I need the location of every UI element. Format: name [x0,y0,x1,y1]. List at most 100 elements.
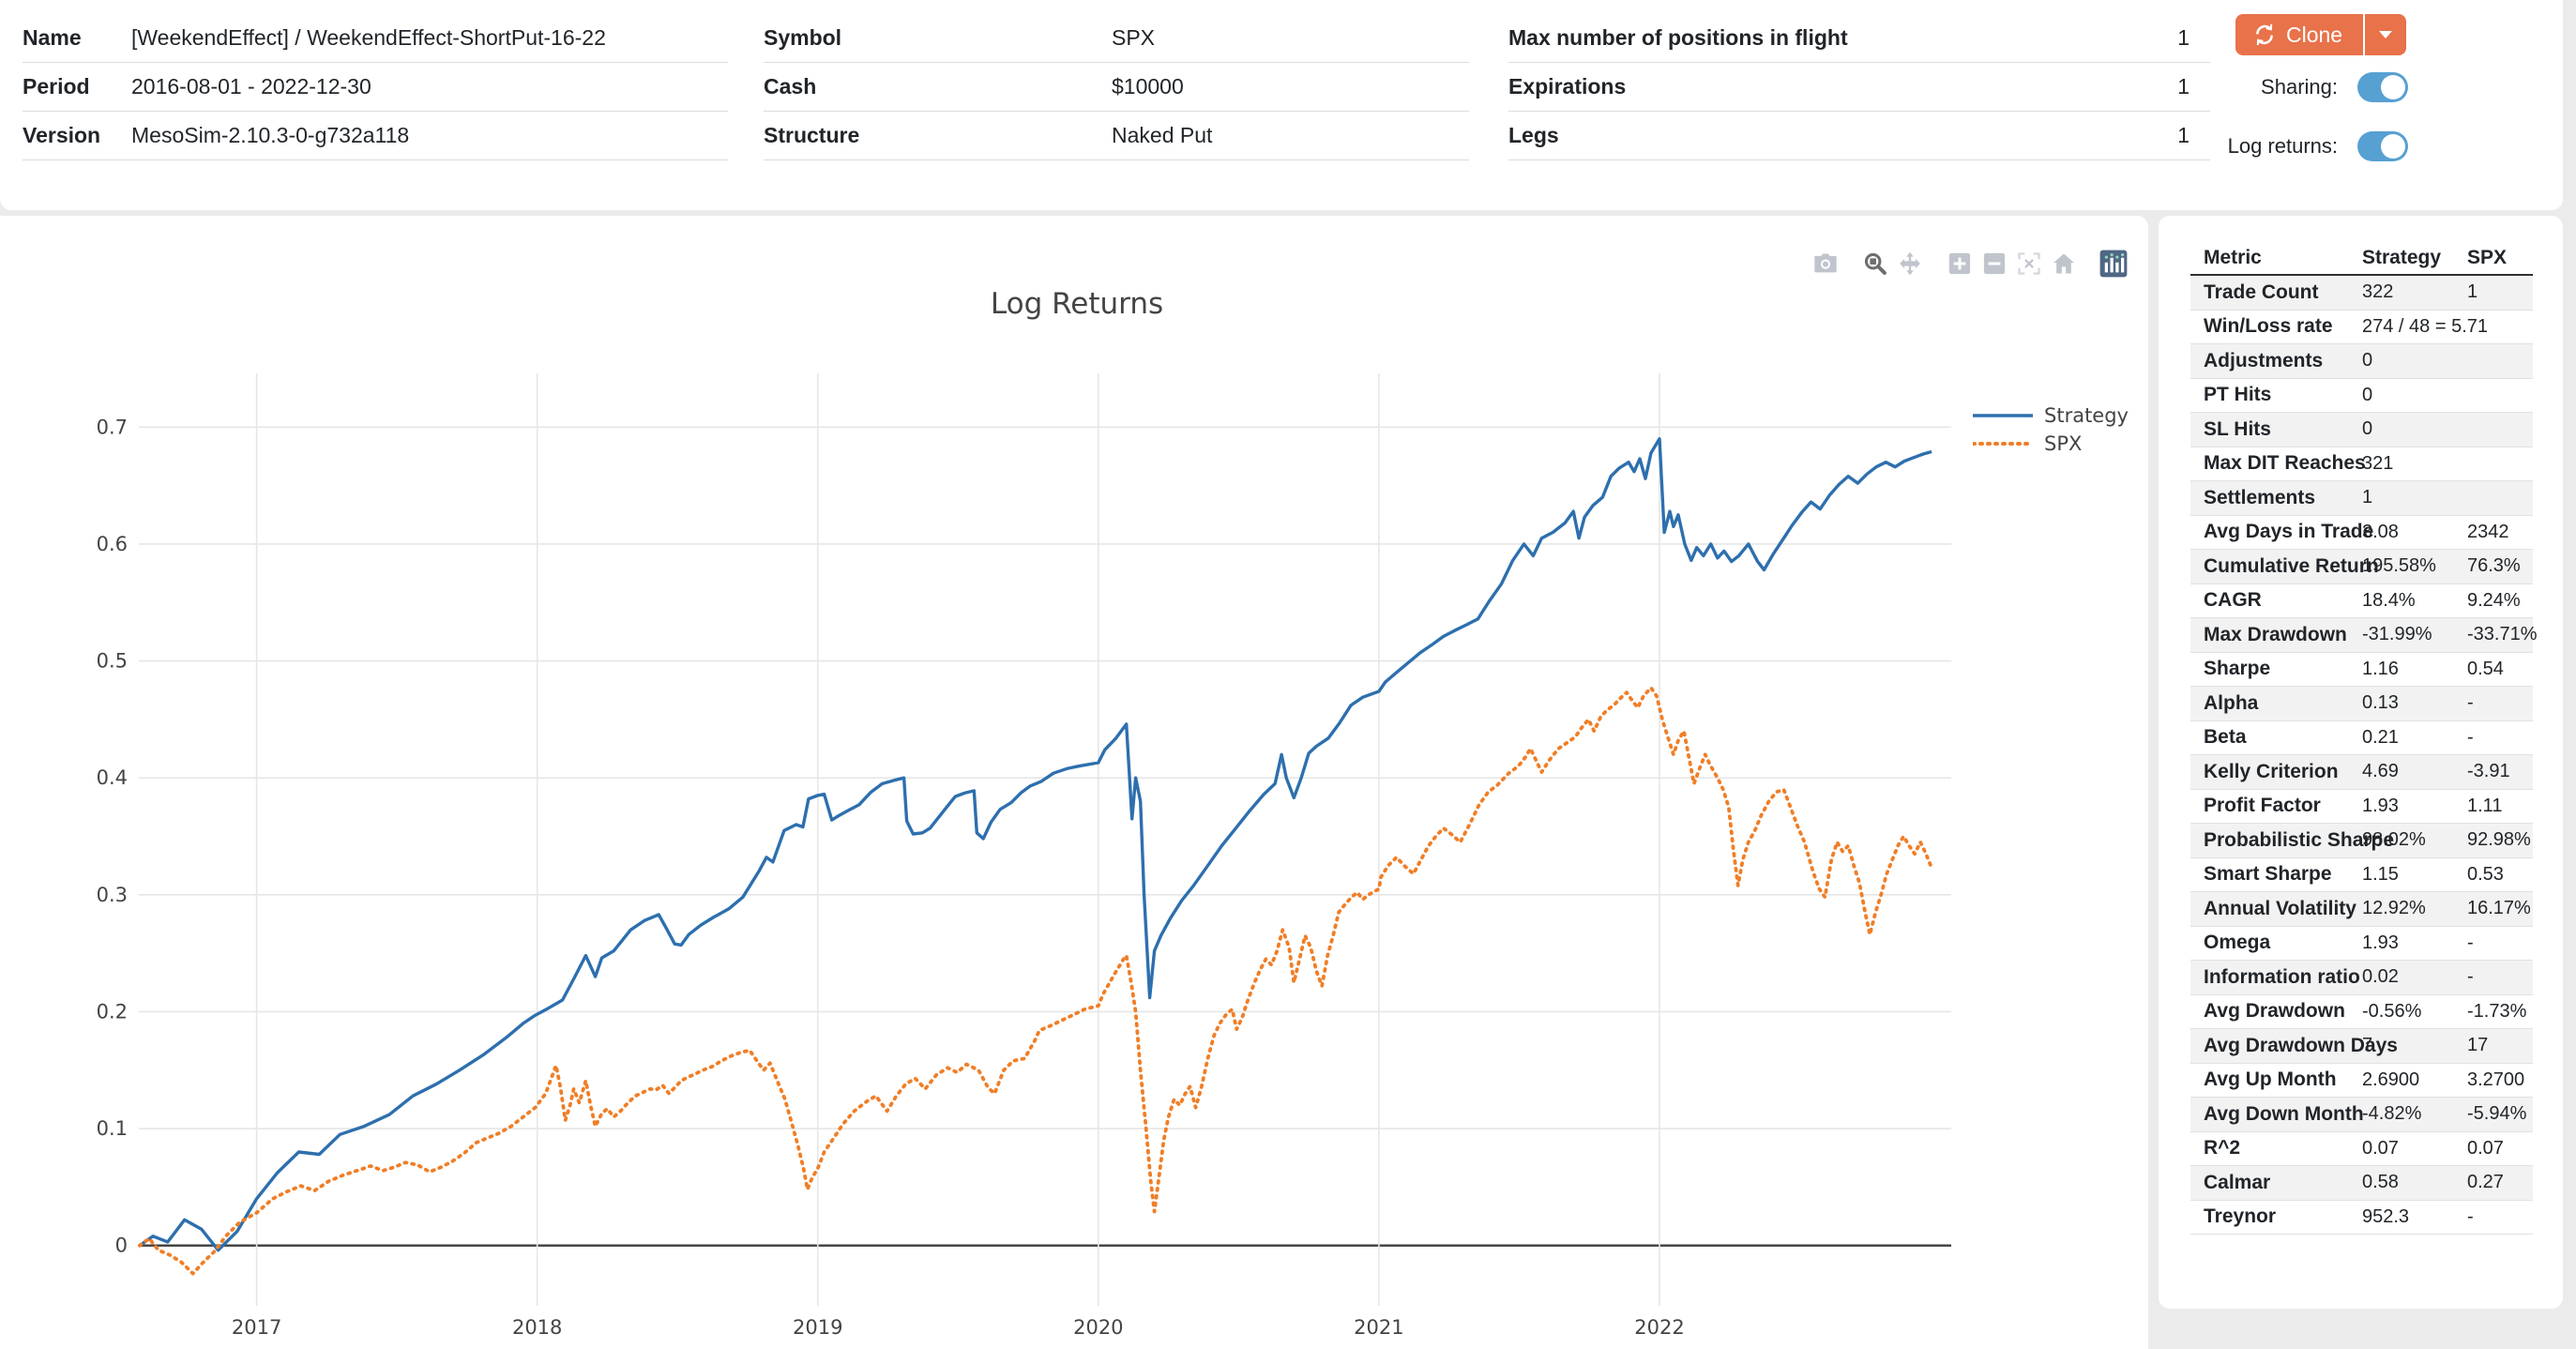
field-label: Legs [1508,123,1559,147]
chart-legend: Strategy SPX [1973,402,2129,458]
legend-item-strategy[interactable]: Strategy [1973,402,2129,430]
metric-row: SL Hits 0 [2190,413,2533,447]
y-tick-label: 0.2 [97,1000,128,1023]
reset-axes-icon[interactable] [2050,250,2078,278]
metric-row: Calmar 0.58 0.27 [2190,1166,2533,1201]
metric-name: Omega [2204,932,2271,954]
metric-strategy-value: 321 [2362,452,2394,474]
spx-line-sample [1973,442,2033,446]
field-legs: Legs 1 [1508,112,2210,160]
legend-label: Strategy [2044,404,2129,427]
metric-name: Information ratio [2204,965,2360,988]
plotly-logo-icon[interactable] [2099,250,2128,278]
metric-strategy-value: -31.99% [2362,624,2432,645]
metric-strategy-value: 0 [2362,418,2373,440]
metric-strategy-value: 1.93 [2362,932,2399,953]
metric-spx-value: 17 [2467,1035,2489,1056]
metric-spx-value: 2342 [2467,521,2509,542]
metric-strategy-value: 3.08 [2362,521,2399,542]
metric-spx-value: 76.3% [2467,555,2521,577]
metric-name: Sharpe [2204,658,2271,680]
clone-split-button: Clone [2235,14,2407,55]
metric-strategy-value: 952.3 [2362,1205,2410,1227]
y-tick-label: 0.7 [97,416,128,438]
zoom-out-icon[interactable] [1980,250,2008,278]
metric-name: Win/Loss rate [2204,315,2333,338]
legend-item-spx[interactable]: SPX [1973,430,2129,458]
metric-row: Information ratio 0.02 - [2190,961,2533,995]
field-max-positions: Max number of positions in flight 1 [1508,14,2210,63]
metric-strategy-value: 0 [2362,350,2373,371]
metric-row: Avg Up Month 2.6900 3.2700 [2190,1064,2533,1098]
refresh-icon [2252,23,2277,47]
metric-row: Annual Volatility 12.92% 16.17% [2190,892,2533,927]
metric-name: Kelly Criterion [2204,760,2339,782]
legend-label: SPX [2044,432,2083,455]
metric-name: Avg Drawdown Days [2204,1034,2398,1056]
y-tick-label: 0.6 [97,533,128,555]
metric-row: Beta 0.21 - [2190,721,2533,755]
camera-icon[interactable] [1811,250,1840,278]
clone-button-label: Clone [2286,22,2343,47]
series-spx [137,686,1934,1276]
metric-row: Sharpe 1.16 0.54 [2190,653,2533,687]
chart-card: Log Returns 0 0.1 0.2 0.3 0.4 0.5 0.6 0.7 2017 20… [0,216,2148,1349]
metric-row: Avg Drawdown -0.56% -1.73% [2190,995,2533,1029]
clone-button[interactable]: Clone [2235,14,2364,55]
metric-row: Omega 1.93 - [2190,927,2533,961]
x-tick-label: 2018 [512,1316,562,1339]
metric-strategy-value: 0.21 [2362,726,2399,748]
autoscale-icon[interactable] [2015,250,2043,278]
zoom-in-icon[interactable] [1946,250,1974,278]
metric-row: Alpha 0.13 - [2190,687,2533,721]
metric-spx-value: - [2467,726,2474,748]
column-header: SPX [2467,247,2508,268]
metric-name: Treynor [2204,1205,2277,1228]
metric-name: Settlements [2204,486,2316,508]
metric-row: CAGR 18.4% 9.24% [2190,584,2533,618]
header-column-3: Max number of positions in flight 1 Expi… [1508,14,2210,160]
metric-name: Adjustments [2204,349,2324,371]
metrics-table-body: Trade Count 322 1 Win/Loss rate 274 / 48 = 5… [2190,276,2538,1235]
log-returns-plot[interactable]: 0 0.1 0.2 0.3 0.4 0.5 0.6 0.7 2017 2018 2019 2020 20… [0,216,2148,1349]
metric-name: R^2 [2204,1137,2241,1160]
metric-row: Win/Loss rate 274 / 48 = 5.71 [2190,311,2533,344]
metric-strategy-value: -4.82% [2362,1103,2422,1125]
log-returns-toggle[interactable] [2357,131,2408,161]
metric-spx-value: 0.07 [2467,1137,2504,1159]
metric-name: SL Hits [2204,417,2271,440]
y-tick-label: 0.3 [97,884,128,906]
column-header: Metric [2204,247,2262,268]
field-value: MesoSim-2.10.3-0-g732a118 [131,123,410,147]
zoom-icon[interactable] [1861,250,1889,278]
metric-strategy-value: 274 / 48 = 5.71 [2362,315,2489,337]
field-symbol: Symbol SPX [764,14,1469,63]
metric-row: Avg Down Month -4.82% -5.94% [2190,1098,2533,1132]
metric-spx-value: 0.53 [2467,863,2504,885]
metric-name: Avg Drawdown [2204,1000,2345,1023]
clone-dropdown-button[interactable] [2363,14,2407,55]
metric-row: PT Hits 0 [2190,379,2533,413]
metric-row: Avg Drawdown Days 7 17 [2190,1029,2533,1064]
metric-row: Settlements 1 [2190,481,2533,516]
field-label: Structure [764,123,860,147]
y-tick-label: 0.1 [97,1117,128,1140]
metric-row: Max DIT Reaches 321 [2190,447,2533,481]
backtest-header: Name [WeekendEffect] / WeekendEffect-Sho… [0,0,2563,210]
metric-spx-value: - [2467,932,2474,953]
metric-name: CAGR [2204,589,2262,612]
sharing-row: Sharing: [2195,72,2408,102]
field-value: SPX [1112,25,1156,50]
metrics-table-header: Metric Strategy SPX [2190,242,2533,276]
metric-row: Avg Days in Trade 3.08 2342 [2190,516,2533,550]
metric-spx-value: -3.91 [2467,761,2510,782]
metric-strategy-value: 1.93 [2362,795,2399,816]
metric-spx-value: - [2467,1205,2474,1227]
metric-spx-value: 9.24% [2467,589,2521,611]
metric-spx-value: 92.98% [2467,829,2531,851]
sharing-toggle[interactable] [2357,72,2408,102]
field-label: Symbol [764,25,842,50]
metric-row: Cumulative Return 195.58% 76.3% [2190,550,2533,584]
toggle-knob [2381,134,2405,159]
pan-icon[interactable] [1896,250,1924,278]
